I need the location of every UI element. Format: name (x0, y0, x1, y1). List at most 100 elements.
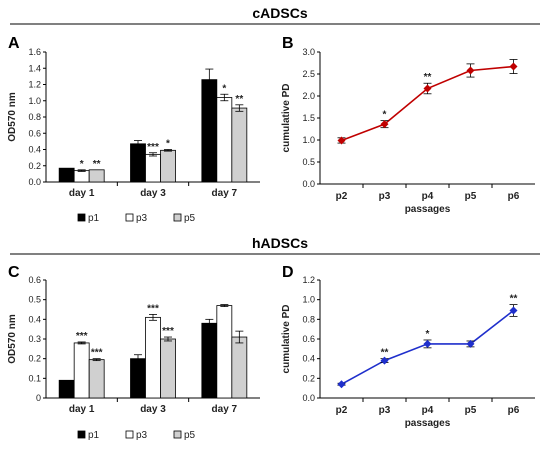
y-axis-title: OD570 nm (7, 314, 18, 364)
x-tick-label: p6 (508, 191, 520, 202)
legend-label-p1: p1 (88, 213, 100, 224)
category-label: day 1 (69, 188, 95, 199)
y-tick-label: 1.2 (28, 80, 41, 90)
y-tick-label: 0.6 (28, 128, 41, 138)
x-tick-label: p6 (508, 405, 520, 416)
bar-p5 (160, 338, 176, 399)
bar-p1 (130, 143, 146, 183)
y-tick-label: 0.6 (28, 275, 41, 285)
bar-p3 (216, 97, 233, 183)
y-axis-title: cumulative PD (281, 305, 292, 374)
data-point (466, 66, 475, 75)
bar-p5 (88, 359, 105, 399)
bar-p3 (145, 153, 161, 183)
significance-mark: ** (510, 294, 518, 305)
bar-p1 (130, 358, 146, 399)
panel-letter-d: D (282, 264, 294, 281)
y-tick-label: 1.2 (302, 275, 315, 285)
data-point (509, 306, 518, 315)
legend-swatch-p3 (125, 213, 134, 222)
legend-label-p3: p3 (136, 213, 148, 224)
significance-mark: ** (381, 348, 389, 359)
x-tick-label: p4 (422, 405, 434, 416)
chart-d-cumulative-pd-line: 0.0 0.2 0.4 0.6 0.8 1.0 1.2 cumulative PD p2 p3 p4… (281, 275, 535, 429)
x-tick-label: p2 (336, 405, 348, 416)
significance-mark: ** (424, 72, 432, 83)
bar-p1 (201, 79, 218, 183)
bar-p1 (58, 167, 75, 183)
significance-mark: * (222, 83, 226, 94)
y-tick-label: 0.2 (302, 373, 315, 383)
y-tick-label: 0.0 (302, 179, 315, 189)
significance-mark: *** (162, 326, 174, 337)
category-label: day 1 (69, 404, 95, 415)
y-tick-label: 2.5 (302, 69, 315, 79)
y-tick-label: 1.0 (28, 96, 41, 106)
significance-mark: * (383, 110, 387, 121)
data-point (423, 339, 432, 348)
category-label: day 7 (212, 404, 238, 415)
y-tick-label: 0.2 (28, 161, 41, 171)
bar-p3 (216, 305, 233, 399)
data-point (423, 84, 432, 93)
significance-mark: *** (147, 142, 159, 153)
legend-swatch-p3 (125, 430, 134, 439)
x-tick-label: p5 (465, 405, 477, 416)
category-label: day 7 (212, 188, 238, 199)
data-point (380, 356, 389, 365)
data-point (466, 339, 475, 348)
x-axis-title: passages (405, 204, 451, 215)
legend-swatch-p5 (173, 213, 182, 222)
x-tick-label: p3 (379, 405, 391, 416)
legend-label-p5: p5 (184, 430, 196, 441)
section-title-cadscs: cADSCs (252, 5, 307, 21)
y-tick-label: 0.0 (302, 393, 315, 403)
x-tick-label: p3 (379, 191, 391, 202)
significance-mark: *** (91, 348, 103, 359)
y-tick-label: 0.4 (302, 354, 315, 364)
bar-p3 (145, 316, 161, 399)
x-axis-title: passages (405, 418, 451, 429)
y-tick-label: 1.4 (28, 63, 41, 73)
data-point (380, 120, 389, 129)
significance-mark: *** (147, 303, 159, 314)
y-axis-title: OD570 nm (7, 92, 18, 142)
x-tick-label: p2 (336, 191, 348, 202)
y-tick-label: 2.0 (302, 91, 315, 101)
significance-mark: * (426, 329, 430, 340)
bar-p5 (160, 149, 176, 183)
significance-mark: ** (235, 94, 243, 105)
legend-swatch-p1 (77, 430, 86, 439)
y-tick-label: 0.4 (28, 145, 41, 155)
x-tick-label: p5 (465, 191, 477, 202)
section-title-hadscs: hADSCs (252, 235, 308, 251)
significance-mark: * (80, 159, 84, 170)
y-tick-label: 0.8 (28, 112, 41, 122)
bar-p5 (231, 336, 248, 399)
legend-label-p5: p5 (184, 213, 196, 224)
y-tick-label: 0.5 (28, 295, 41, 305)
bar-p1 (201, 322, 218, 399)
y-tick-label: 0.5 (302, 157, 315, 167)
data-point (337, 136, 346, 145)
panel-letter-c: C (8, 264, 20, 281)
y-tick-label: 1.0 (302, 295, 315, 305)
legend-swatch-p1 (77, 213, 86, 222)
bar-p3 (73, 342, 90, 399)
legend-label-p3: p3 (136, 430, 148, 441)
y-tick-label: 0.4 (28, 314, 41, 324)
y-tick-label: 0.1 (28, 373, 41, 383)
y-tick-label: 1.5 (302, 113, 315, 123)
y-tick-label: 3.0 (302, 47, 315, 57)
bar-p5 (88, 169, 105, 183)
y-tick-label: 0.0 (28, 177, 41, 187)
x-tick-label: p4 (422, 191, 434, 202)
y-tick-label: 0.6 (302, 334, 315, 344)
significance-mark: * (166, 139, 170, 150)
chart-a-od570-bars: 0.0 0.2 0.4 0.6 0.8 1.0 1.2 1.4 1.6 OD570 nm day 1… (7, 47, 260, 224)
y-tick-label: 1.0 (302, 135, 315, 145)
panel-letter-b: B (282, 35, 294, 52)
category-label: day 3 (140, 404, 166, 415)
